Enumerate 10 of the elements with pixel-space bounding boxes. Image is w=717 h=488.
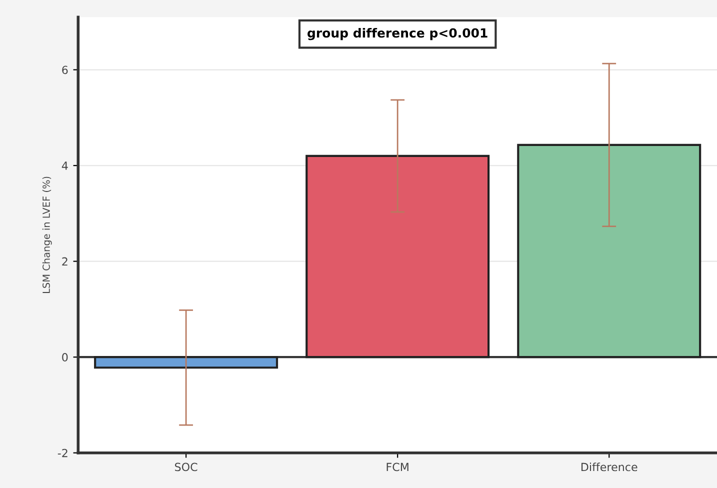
y-tick-label: 2 — [62, 257, 68, 266]
y-tick-label: 6 — [62, 66, 68, 74]
y-tick-label: 0 — [62, 353, 68, 362]
y-tick-label: 4 — [62, 162, 68, 170]
y-axis-title: LSM Change in LVEF (%) — [42, 176, 52, 294]
x-tick-label: FCM — [386, 462, 408, 472]
y-tick-label: -2 — [58, 448, 68, 458]
x-tick-label: SOC — [174, 462, 198, 472]
x-tick-label: Difference — [581, 462, 638, 472]
text: group difference p<0.001 — [308, 28, 488, 40]
